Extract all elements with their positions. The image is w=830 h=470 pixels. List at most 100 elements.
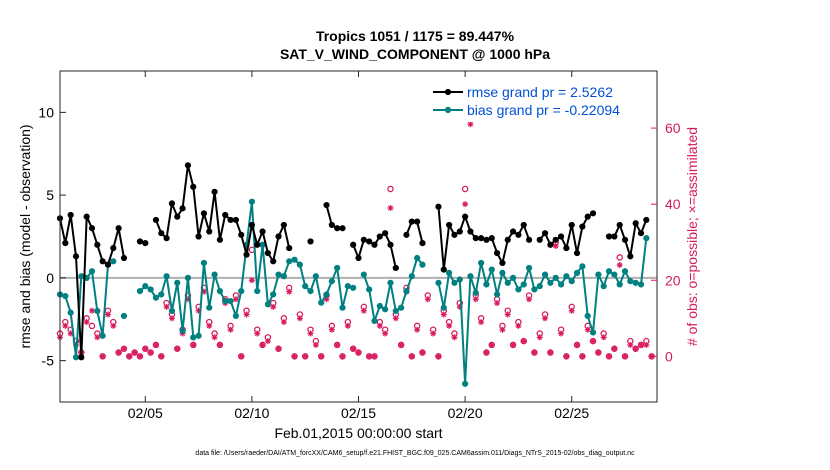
bias-data-point xyxy=(328,278,335,285)
bias-data-point xyxy=(232,312,240,320)
rmse-series-line xyxy=(352,232,397,269)
obs-assimilated-marker xyxy=(206,322,213,329)
bias-data-point xyxy=(291,256,298,263)
asterisk-stroke xyxy=(558,330,564,337)
obs-assimilated-marker xyxy=(190,341,197,348)
rmse-data-point xyxy=(579,223,586,230)
bias-data-point xyxy=(552,274,559,281)
obs-assimilated-marker xyxy=(414,326,421,333)
obs-assimilated-marker xyxy=(430,330,437,337)
rmse-series-line xyxy=(405,220,424,244)
asterisk-stroke xyxy=(563,353,569,359)
asterisk-stroke xyxy=(169,315,175,321)
bias-data-point xyxy=(472,289,479,296)
obs-assimilated-marker xyxy=(424,296,431,303)
asterisk-stroke xyxy=(153,342,159,348)
legend-rmse-marker xyxy=(444,88,452,96)
y-tick-label: -5 xyxy=(42,353,55,369)
obs-assimilated-marker xyxy=(440,311,447,318)
asterisk-stroke xyxy=(505,311,511,318)
obs-assimilated-marker xyxy=(387,204,394,211)
bias-data-point xyxy=(376,302,383,310)
asterisk-stroke xyxy=(126,353,132,359)
bias-data-point xyxy=(547,279,554,286)
rmse-data-point xyxy=(477,235,485,242)
obs-assimilated-marker xyxy=(478,319,485,326)
rmse-data-point xyxy=(493,249,501,257)
rmse-data-point xyxy=(637,230,645,237)
asterisk-stroke xyxy=(531,350,537,356)
asterisk-stroke xyxy=(441,311,447,318)
bias-data-point xyxy=(488,266,495,273)
rmse-data-point xyxy=(227,216,234,224)
obs-assimilated-marker xyxy=(398,341,405,348)
y-tick-label: 5 xyxy=(46,187,54,203)
bias-data-point xyxy=(579,263,586,270)
obs-assimilated-marker xyxy=(238,353,245,360)
asterisk-stroke xyxy=(355,350,362,356)
rmse-data-point xyxy=(557,233,565,240)
bias-data-point xyxy=(387,279,394,286)
asterisk-stroke xyxy=(499,327,505,333)
data-file-footer: data file: /Users/raeder/DAI/ATM_forcXX/… xyxy=(195,450,635,457)
asterisk-stroke xyxy=(137,353,143,359)
rmse-series-line xyxy=(154,164,291,263)
asterisk-stroke xyxy=(121,346,127,352)
obs-assimilated-marker xyxy=(392,315,399,322)
bias-data-point xyxy=(515,286,522,293)
obs-assimilated-marker xyxy=(606,353,613,360)
bias-data-point xyxy=(78,273,85,280)
asterisk-stroke xyxy=(260,342,266,348)
asterisk-stroke xyxy=(553,243,559,249)
rmse-data-point xyxy=(376,233,383,240)
asterisk-stroke xyxy=(148,350,154,356)
bias-data-point xyxy=(195,332,202,339)
bias-data-point xyxy=(307,288,314,295)
asterisk-stroke xyxy=(323,296,330,302)
asterisk-stroke xyxy=(265,338,271,344)
obs-assimilated-marker xyxy=(259,341,266,348)
rmse-data-point xyxy=(142,240,149,247)
bias-data-point xyxy=(440,304,447,311)
y-tick-label: 0 xyxy=(46,270,54,286)
rmse-data-point xyxy=(200,210,208,217)
obs-assimilated-marker xyxy=(563,353,570,360)
asterisk-stroke xyxy=(174,346,180,352)
obs-assimilated-marker xyxy=(243,311,250,318)
bias-data-point xyxy=(525,264,533,272)
obs-assimilated-marker xyxy=(152,341,159,348)
x-tick-label: 02/10 xyxy=(234,405,269,421)
asterisk-stroke xyxy=(217,342,223,348)
x-tick-label: 02/15 xyxy=(341,405,376,421)
rmse-data-point xyxy=(371,241,378,248)
asterisk-stroke xyxy=(633,346,639,352)
asterisk-stroke xyxy=(462,201,468,207)
bias-data-point xyxy=(595,271,602,278)
y-axis-label: rmse and bias (model - observation) xyxy=(17,124,33,348)
obs-assimilated-marker xyxy=(99,353,106,360)
rmse-data-point xyxy=(238,231,245,238)
rmse-data-point xyxy=(152,216,160,224)
obs-assimilated-marker xyxy=(147,349,154,356)
obs-assimilated-marker xyxy=(115,349,122,356)
obs-assimilated-marker xyxy=(579,353,586,360)
rmse-data-point xyxy=(328,221,335,229)
rmse-data-point xyxy=(408,218,415,225)
rmse-data-point xyxy=(179,205,186,212)
bias-data-point xyxy=(184,274,192,281)
bias-data-point xyxy=(200,259,208,267)
rmse-data-point xyxy=(643,216,650,224)
asterisk-stroke xyxy=(190,342,196,348)
asterisk-stroke xyxy=(569,308,575,314)
y2-tick-label: 0 xyxy=(665,348,673,364)
y2-axis-label: # of obs: o=possible; ×=assimilated xyxy=(684,127,700,346)
bias-data-point xyxy=(360,271,367,278)
asterisk-stroke xyxy=(510,342,516,348)
rmse-series-line xyxy=(59,214,125,359)
bias-data-point xyxy=(163,273,170,280)
rmse-data-point xyxy=(243,251,250,258)
asterisk-stroke xyxy=(313,342,319,348)
asterisk-stroke xyxy=(286,289,292,295)
asterisk-stroke xyxy=(590,338,596,344)
obs-count-markers xyxy=(56,113,655,360)
